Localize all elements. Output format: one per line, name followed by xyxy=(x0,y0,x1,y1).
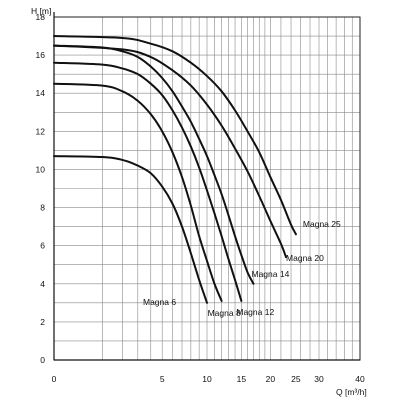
y-tick-label: 2 xyxy=(40,317,45,327)
series-layer xyxy=(53,35,297,304)
y-tick-label: 0 xyxy=(40,355,45,365)
grid-layer xyxy=(53,16,361,361)
y-tick-label: 16 xyxy=(36,50,46,60)
y-tick-label: 14 xyxy=(36,88,46,98)
series-label-magna-6: Magna 6 xyxy=(143,297,176,307)
x-axis-label: Q [m³/h] xyxy=(336,387,367,397)
series-label-magna-25: Magna 25 xyxy=(303,219,341,229)
series-line-magna-25 xyxy=(53,35,297,236)
y-tick-label: 6 xyxy=(40,241,45,251)
series-label-magna-14: Magna 14 xyxy=(251,269,289,279)
series-line-magna-12 xyxy=(53,61,243,302)
x-tick-label: 20 xyxy=(266,374,276,384)
axes-layer: 0 2 4 6 8 10 12 14 16 18 0 5 10 15 20 25 30 40 xyxy=(36,12,365,384)
series-line-magna-6 xyxy=(53,155,208,304)
series-line-magna-14 xyxy=(53,44,255,285)
x-tick-label: 10 xyxy=(202,374,212,384)
x-tick-label: 25 xyxy=(291,374,301,384)
x-tick-label: 30 xyxy=(314,374,324,384)
y-axis-label: H [m] xyxy=(31,6,51,16)
x-tick-label: 5 xyxy=(160,374,165,384)
series-label-magna-20: Magna 20 xyxy=(286,253,324,263)
y-tick-label: 8 xyxy=(40,203,45,213)
y-tick-label: 4 xyxy=(40,279,45,289)
series-line-magna-8 xyxy=(53,82,223,302)
y-tick-label: 12 xyxy=(36,126,46,136)
x-tick-label: 40 xyxy=(355,374,365,384)
y-tick-label: 18 xyxy=(36,12,46,22)
x-tick-label: 15 xyxy=(237,374,247,384)
series-label-magna-8: Magna 8 xyxy=(208,308,241,318)
series-label-magna-12: Magna 12 xyxy=(236,307,274,317)
x-tick-label: 0 xyxy=(52,374,57,384)
series-line-magna-20 xyxy=(53,44,288,259)
y-tick-label: 10 xyxy=(36,164,46,174)
